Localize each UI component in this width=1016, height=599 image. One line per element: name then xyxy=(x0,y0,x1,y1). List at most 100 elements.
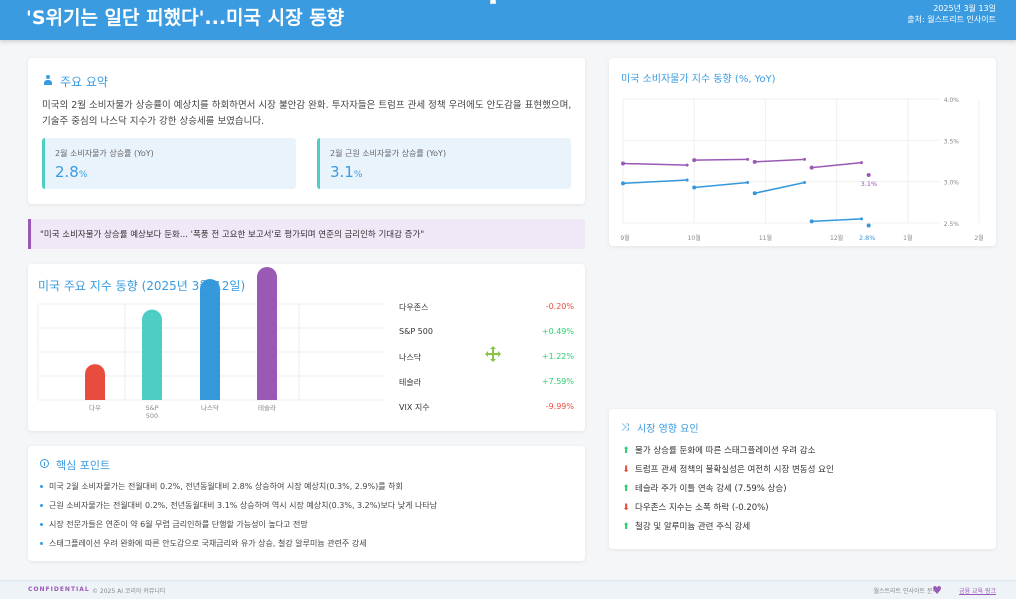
series-line xyxy=(694,158,748,161)
arrow-down-icon: ⬇ xyxy=(622,465,630,475)
report-source: 출처: 월스트리트 인사이트 xyxy=(907,15,996,24)
data-point xyxy=(860,161,864,165)
index-row-sp500: S&P 500 +0.49% xyxy=(399,327,574,341)
shuffle-icon: ⤨ xyxy=(621,422,629,433)
index-row-vix: VIX 지수 -9.99% xyxy=(399,402,574,416)
index-change: -0.20% xyxy=(545,302,574,311)
x-tick-label: 9월 xyxy=(620,234,629,242)
bullet-icon xyxy=(40,504,43,507)
stat-value: 3.1% xyxy=(330,163,362,181)
key-point-text: 미국 2월 소비자물가는 전월대비 0.2%, 전년동월대비 2.8% 상승하여… xyxy=(49,482,403,491)
stat-label: 2월 근원 소비자물가 상승률 (YoY) xyxy=(330,149,447,158)
index-row-nasdaq: 나스닥 +1.22% xyxy=(399,352,574,366)
confidential-label: CONFIDENTIAL xyxy=(28,586,90,593)
index-name: 나스닥 xyxy=(399,353,422,362)
data-point xyxy=(803,180,807,184)
index-chart-card: 다우 S&P 500 나스닥 테슬라 미국 주요 지수 동향 (2025년 3월 12일… xyxy=(28,264,585,431)
factor-item: ⬆ 물가 상승률 둔화에 따른 스태그플레이션 우려 감소 xyxy=(621,444,815,456)
bar-base xyxy=(257,390,277,400)
cpi-chart-card: 2.5% 3.0% 3.5% 4.0% 9월 10월 11월 12월 1월 2월 3.1% 2.8% … xyxy=(609,58,996,246)
page-title: 'S위기는 일단 피했다'...미국 시장 동향 xyxy=(26,7,345,29)
arrow-down-icon: ⬇ xyxy=(622,503,630,513)
data-point xyxy=(685,178,689,182)
data-label: 2.8% xyxy=(859,234,876,242)
data-point xyxy=(621,181,625,186)
bar-label: 500 xyxy=(146,412,158,420)
index-name: VIX 지수 xyxy=(399,403,430,412)
stat-unit: % xyxy=(78,170,88,180)
data-point xyxy=(803,157,807,161)
stat-label: 2월 소비자물가 상승률 (YoY) xyxy=(55,149,154,158)
bar-label: S&P xyxy=(145,404,158,412)
bar-base xyxy=(200,390,220,400)
data-point xyxy=(860,217,864,221)
heart-icon: ♥ xyxy=(932,584,942,597)
series-line xyxy=(622,162,688,166)
education-link[interactable]: 금융 교육 링크 xyxy=(959,588,996,595)
factor-item: ⬇ 트럼프 관세 정책의 불확실성은 여전히 시장 변동성 요인 xyxy=(621,463,834,475)
index-change: +7.59% xyxy=(541,377,574,386)
data-point xyxy=(752,191,757,196)
data-point xyxy=(692,185,697,190)
stat-value: 2.8% xyxy=(55,163,87,181)
quote-banner: "미국 소비자물가 상승률 예상보다 둔화... '폭풍 전 고요한 보고서'로… xyxy=(28,219,585,249)
data-point xyxy=(621,161,625,166)
copyright: © 2025 AI 코리아 커뮤니티 xyxy=(92,588,166,595)
bullet-icon xyxy=(40,485,43,488)
series-line xyxy=(811,218,862,223)
index-chart-title: 미국 주요 지수 동향 (2025년 3월 12일) xyxy=(38,279,246,293)
move-cursor-icon[interactable] xyxy=(485,346,501,362)
bar-base xyxy=(142,390,162,400)
summary-text: 미국의 2월 소비자물가 상승률이 예상치를 하회하면서 시장 불안감 완화. … xyxy=(42,100,572,127)
data-label: 3.1% xyxy=(861,180,878,188)
info-icon xyxy=(40,459,49,468)
factors-title: 시장 영향 요인 xyxy=(637,424,699,435)
data-point xyxy=(866,173,871,178)
footer-source: 월스트리트 인사이트 분석 xyxy=(873,588,938,595)
factor-text: 철강 및 알루미늄 관련 주식 강세 xyxy=(635,522,751,532)
data-point xyxy=(752,159,757,164)
y-tick-label: 4.0% xyxy=(944,97,960,104)
bar-label: 테슬라 xyxy=(258,403,276,412)
key-point-text: 시장 전문가들은 연준이 약 6월 무렵 금리인하를 단행할 가능성이 높다고 … xyxy=(49,520,308,529)
series-line xyxy=(694,181,748,189)
bullet-icon xyxy=(40,542,43,545)
key-point-item: 시장 전문가들은 연준이 약 6월 무렵 금리인하를 단행할 가능성이 높다고 … xyxy=(40,519,308,530)
y-tick-label: 3.5% xyxy=(944,138,960,145)
data-point xyxy=(692,158,697,163)
cpi-line-chart: 2.5% 3.0% 3.5% 4.0% 9월 10월 11월 12월 1월 2월 3.1% 2.8% xyxy=(620,97,983,242)
report-date: 2025년 3월 13일 xyxy=(933,4,996,13)
data-point xyxy=(746,180,750,184)
arrow-up-icon: ⬆ xyxy=(622,484,630,494)
summary-card: 주요 요약 미국의 2월 소비자물가 상승률이 예상치를 하회하면서 시장 불안… xyxy=(28,58,585,204)
bullet-icon xyxy=(40,523,43,526)
key-point-item: 미국 2월 소비자물가는 전월대비 0.2%, 전년동월대비 2.8% 상승하여… xyxy=(40,481,403,492)
key-point-item: 스태그플레이션 우려 완화에 따른 안도감으로 국채금리와 유가 상승, 철강 … xyxy=(40,538,367,549)
stat-cpi: 2월 소비자물가 상승률 (YoY) 2.8% xyxy=(42,138,296,189)
stat-core-cpi: 2월 근원 소비자물가 상승률 (YoY) 3.1% xyxy=(317,138,571,189)
header: 'S위기는 일단 피했다'...미국 시장 동향 2025년 3월 13일 출처… xyxy=(0,0,1016,40)
footer: CONFIDENTIAL © 2025 AI 코리아 커뮤니티 월스트리트 인사… xyxy=(0,580,1016,599)
factor-text: 트럼프 관세 정책의 불확실성은 여전히 시장 변동성 요인 xyxy=(635,465,834,475)
stat-number: 2.8 xyxy=(55,163,79,181)
arrow-up-icon: ⬆ xyxy=(622,446,630,456)
index-row-tesla: 테슬라 +7.59% xyxy=(399,377,574,391)
data-point xyxy=(809,165,814,170)
x-tick-label: 2월 xyxy=(974,234,983,242)
key-point-text: 스태그플레이션 우려 완화에 따른 안도감으로 국채금리와 유가 상승, 철강 … xyxy=(49,539,367,548)
key-point-item: 근원 소비자물가는 전월대비 0.2%, 전년동월대비 3.1% 상승하여 역시… xyxy=(40,500,437,511)
index-change: +1.22% xyxy=(541,352,574,361)
y-tick-label: 2.5% xyxy=(944,221,960,228)
x-tick-label: 11월 xyxy=(759,234,772,242)
factor-item: ⬆ 테슬라 주가 이틀 연속 강세 (7.59% 상승) xyxy=(621,482,786,494)
stat-number: 3.1 xyxy=(330,163,354,181)
stat-unit: % xyxy=(353,170,363,180)
key-point-text: 근원 소비자물가는 전월대비 0.2%, 전년동월대비 3.1% 상승하여 역시… xyxy=(49,501,438,510)
selection-handle[interactable] xyxy=(490,0,496,4)
series-line xyxy=(811,161,862,169)
factor-text: 물가 상승률 둔화에 따른 스태그플레이션 우려 감소 xyxy=(635,446,816,456)
bar xyxy=(200,278,220,400)
x-tick-label: 10월 xyxy=(688,234,701,242)
index-row-dow: 다우존스 -0.20% xyxy=(399,302,574,316)
arrow-up-icon: ⬆ xyxy=(622,522,630,532)
